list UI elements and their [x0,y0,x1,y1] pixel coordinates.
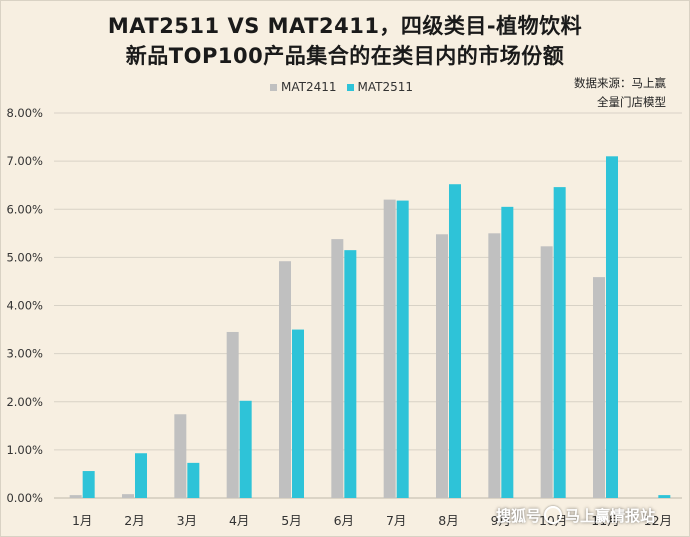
x-tick-label: 8月 [438,513,458,528]
y-tick-label: 5.00% [6,250,43,264]
bar-mat2511 [501,206,514,498]
x-tick-label: 1月 [72,513,92,528]
bar-mat2411 [226,331,239,498]
bar-mat2511 [658,495,671,498]
bar-mat2511 [553,187,566,499]
x-tick-label: 7月 [386,513,406,528]
chart-title-line2: 新品TOP100产品集合的在类目内的市场份额 [125,44,565,68]
y-tick-label: 3.00% [6,347,43,361]
y-tick-label: 8.00% [6,106,43,120]
bar-mat2411 [279,261,291,498]
source-line1: 数据来源：马上赢 [574,76,666,90]
bar-mat2511 [135,453,147,498]
legend-label-mat2411: MAT2411 [281,80,337,94]
legend-swatch-mat2411 [270,83,277,91]
watermark-right-text: 马上赢情报站 [565,507,656,525]
bar-mat2411 [540,246,553,498]
bar-mat2411 [488,233,501,498]
x-tick-label: 12月 [644,513,672,528]
bar-mat2511 [292,329,304,498]
x-tick-label: 11月 [591,513,619,528]
x-tick-label: 2月 [124,513,144,528]
at-icon [544,506,563,524]
bar-mat2411 [331,239,344,498]
bar-mat2411 [436,234,448,498]
x-tick-label: 6月 [334,513,354,528]
watermark-left-text: 搜狐号 [496,507,542,525]
source-line2: 全量门店模型 [597,95,666,109]
bar-mat2411 [383,199,396,498]
x-tick-label: 4月 [229,513,249,528]
y-tick-label: 6.00% [6,202,43,216]
legend-label-mat2511: MAT2511 [357,80,414,94]
x-tick-label: 5月 [281,513,301,528]
watermark: 搜狐号 马上赢情报站 [496,505,655,526]
bar-mat2411 [174,414,187,498]
y-tick-label: 1.00% [6,443,43,457]
legend: MAT2411 MAT2511 [270,80,413,94]
legend-item-mat2511: MAT2511 [346,80,414,94]
y-tick-label: 0.00% [6,491,43,505]
chart-title-line1: MAT2511 VS MAT2411，四级类目-植物饮料 [107,14,583,38]
data-source-note: 数据来源：马上赢 全量门店模型 [574,74,666,112]
y-tick-label: 4.00% [6,299,43,313]
y-tick-label: 7.00% [6,154,43,168]
bar-mat2411 [69,495,82,498]
bar-mat2411 [593,277,605,498]
bar-mat2411 [122,494,134,498]
y-tick-label: 2.00% [6,395,43,409]
bar-mat2511 [449,184,461,498]
bar-mat2511 [187,462,200,498]
legend-item-mat2411: MAT2411 [270,80,337,94]
bar-mat2511 [239,400,252,498]
x-tick-label: 9月 [491,513,511,528]
bar-mat2511 [606,156,618,498]
bar-mat2511 [396,200,409,498]
x-tick-label: 3月 [177,513,197,528]
bar-mat2511 [82,471,95,498]
bar-mat2511 [344,250,357,498]
legend-swatch-mat2511 [346,83,354,91]
